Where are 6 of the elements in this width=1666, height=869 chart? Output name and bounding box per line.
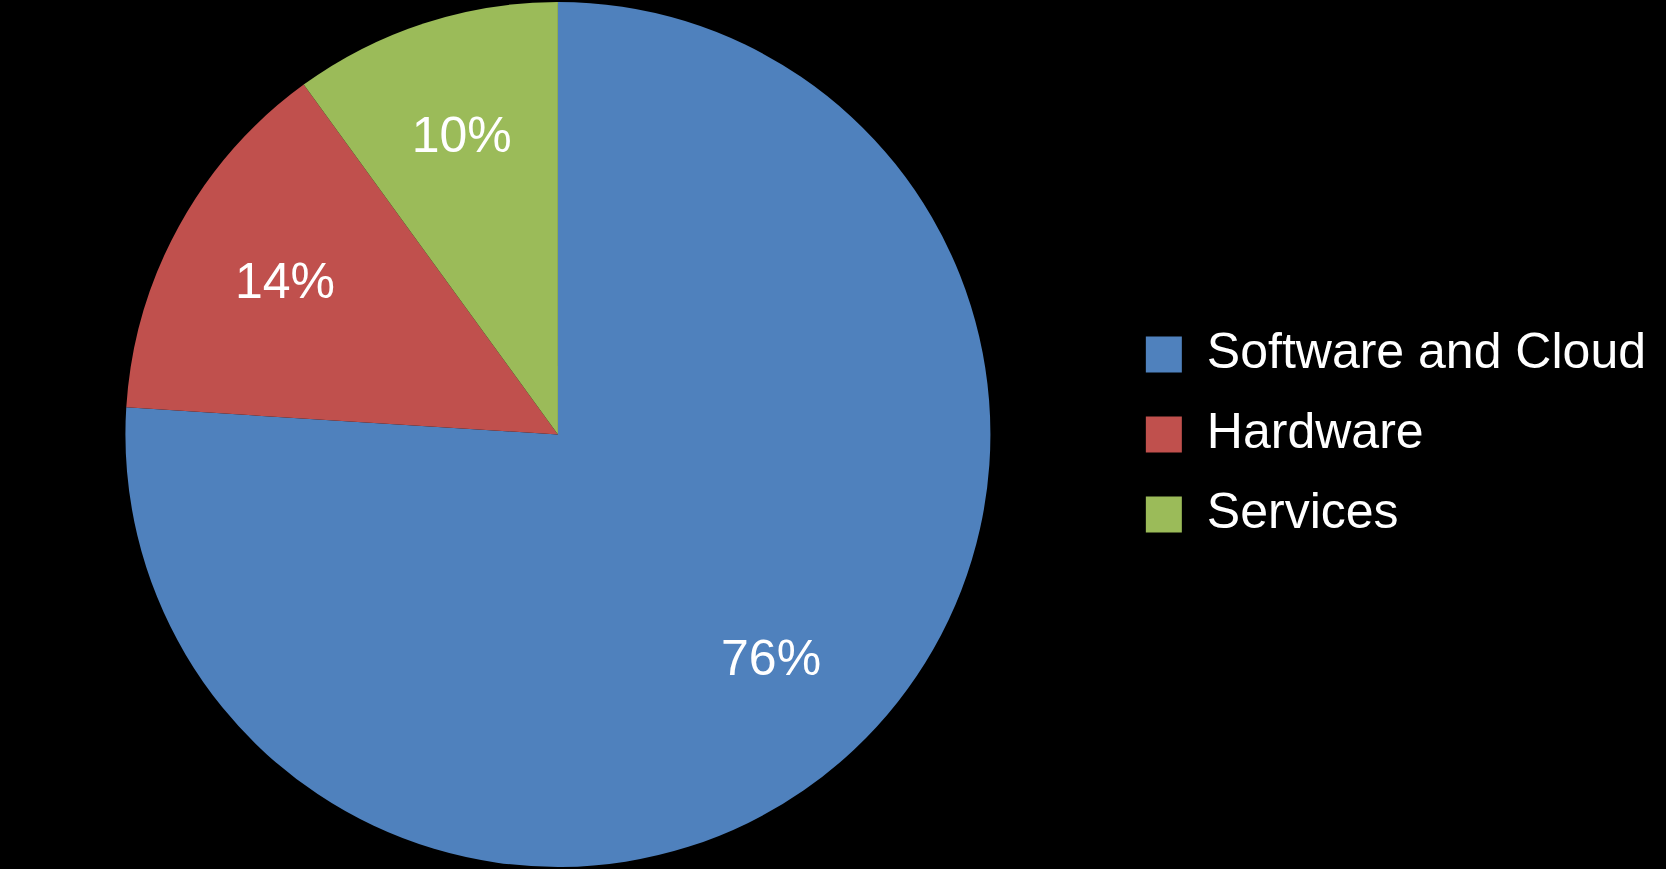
legend-label: Hardware — [1206, 403, 1424, 460]
legend-label: Services — [1206, 483, 1399, 540]
data-label: 14% — [235, 253, 336, 310]
data-label: 76% — [721, 630, 822, 687]
legend-label: Software and Cloud — [1206, 323, 1647, 380]
data-label: 10% — [411, 107, 512, 164]
